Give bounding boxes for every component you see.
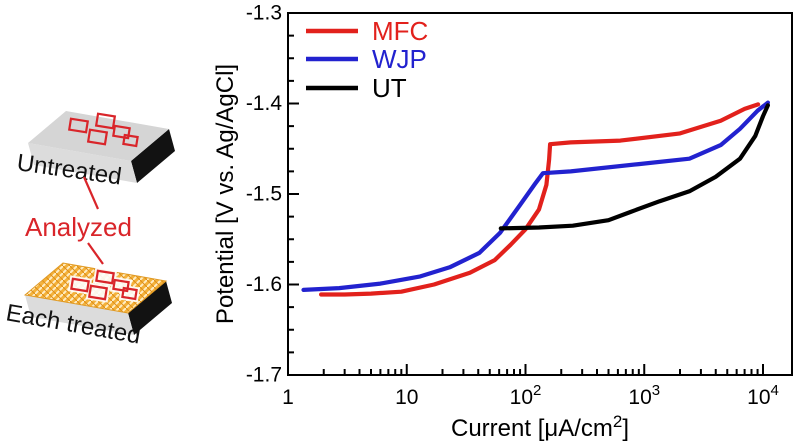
treated-slab-side xyxy=(128,281,172,335)
connector-line-top xyxy=(82,176,100,210)
curve-MFC xyxy=(319,102,761,297)
y-tick-label: -1.4 xyxy=(246,92,283,115)
treated-slab-front xyxy=(25,295,134,335)
y-axis-title: Potential [V vs. Ag/AgCl] xyxy=(212,64,239,324)
untreated-analysis-spots xyxy=(67,112,139,148)
x-tick-label: 102 xyxy=(510,382,542,409)
x-tick-label: 10 xyxy=(395,386,418,409)
y-tick-label: -1.3 xyxy=(246,2,282,25)
legend-label-UT: UT xyxy=(372,73,407,103)
legend-label-WJP: WJP xyxy=(372,44,427,74)
untreated-slab-side xyxy=(131,129,175,183)
legend-label-MFC: MFC xyxy=(372,16,428,46)
treated-analysis-spots xyxy=(70,269,138,301)
x-axis-title: Current [μA/cm2] xyxy=(451,412,629,442)
x-tick-label: 103 xyxy=(628,382,660,409)
y-tick-label: -1.7 xyxy=(246,364,282,387)
x-tick-label: 104 xyxy=(747,382,779,409)
y-tick-label: -1.5 xyxy=(246,183,282,206)
curve-WJP xyxy=(301,100,771,292)
analyzed-label: Analyzed xyxy=(25,212,132,242)
curve-UT xyxy=(498,103,771,231)
untreated-slab-front xyxy=(28,143,137,183)
connector-line-bottom xyxy=(87,242,104,265)
untreated-slab-top xyxy=(28,111,169,161)
y-tick-label: -1.6 xyxy=(246,273,282,296)
x-tick-label: 1 xyxy=(282,386,294,409)
plot-box xyxy=(287,12,793,376)
